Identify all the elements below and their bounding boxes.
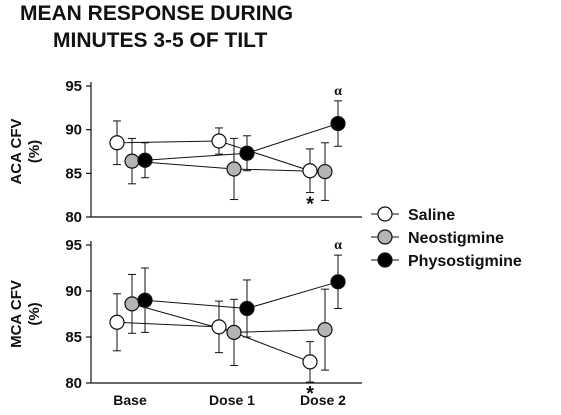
data-point-saline <box>302 354 318 370</box>
data-point-saline <box>109 314 125 330</box>
legend-marker <box>377 229 393 245</box>
y-tick-label: 90 <box>65 122 82 139</box>
data-point-physostigmine <box>239 145 255 161</box>
data-point-saline <box>211 319 227 335</box>
y-tick-label: 85 <box>65 329 82 346</box>
legend-label: Physostigmine <box>408 253 522 270</box>
x-tick-label: Dose 2 <box>300 392 346 408</box>
significance-marker: * <box>306 383 314 405</box>
legend-marker <box>377 252 393 268</box>
y-tick-label: 90 <box>65 283 82 300</box>
significance-marker: α <box>334 84 342 99</box>
y-tick-label: 80 <box>65 375 82 392</box>
y-tick-label: 95 <box>65 78 82 95</box>
x-tick-label: Dose 1 <box>209 392 255 408</box>
legend-label: Neostigmine <box>408 230 504 247</box>
data-point-saline <box>211 133 227 149</box>
data-point-physostigmine <box>330 115 346 132</box>
y-axis-label-line-2: (%) <box>26 302 43 325</box>
legend: Saline Neostigmine Physostigmine <box>371 206 522 270</box>
panel-1: 80 85 90 95 ACA CFV (%) * α <box>8 78 362 226</box>
chart-title-line-1: MEAN RESPONSE DURING <box>20 2 293 25</box>
data-point-saline <box>109 135 125 151</box>
significance-marker: α <box>334 238 342 253</box>
data-point-physostigmine <box>330 274 346 290</box>
data-point-neostigmine <box>226 324 242 340</box>
data-point-physostigmine <box>239 300 255 317</box>
data-point-physostigmine <box>137 292 153 308</box>
y-tick-label: 85 <box>65 165 82 182</box>
y-axis-label-line-1: MCA CFV <box>8 280 25 348</box>
significance-marker: * <box>306 194 314 216</box>
legend-entry-physostigmine: Physostigmine <box>371 252 522 270</box>
panel-2: 80 85 90 95 MCA CFV (%) * α Base Dose 1 Dose 2 <box>8 237 362 408</box>
data-point-neostigmine <box>124 296 140 312</box>
y-tick-label: 80 <box>65 209 82 226</box>
legend-marker <box>377 206 393 222</box>
legend-entry-neostigmine: Neostigmine <box>371 229 504 247</box>
data-point-physostigmine <box>137 152 153 168</box>
data-point-neostigmine <box>317 163 333 180</box>
data-point-neostigmine <box>124 153 140 169</box>
legend-entry-saline: Saline <box>371 206 455 224</box>
y-axis-label-line-2: (%) <box>26 140 43 163</box>
legend-label: Saline <box>408 207 455 224</box>
data-point-saline <box>302 163 318 179</box>
chart-title-line-2: MINUTES 3-5 OF TILT <box>53 29 267 52</box>
y-tick-label: 95 <box>65 237 82 254</box>
x-tick-label: Base <box>113 392 147 408</box>
data-point-neostigmine <box>317 322 333 338</box>
y-axis-label-line-1: ACA CFV <box>8 118 25 184</box>
data-point-neostigmine <box>226 161 242 177</box>
